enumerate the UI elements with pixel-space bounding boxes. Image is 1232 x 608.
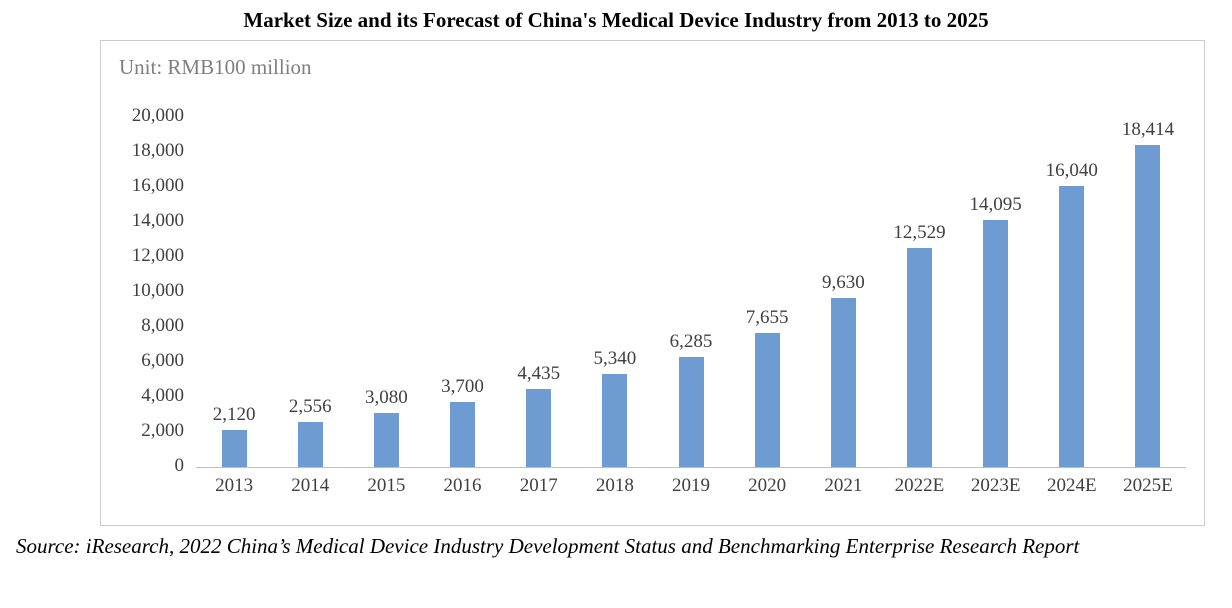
x-axis-labels: 2013 2014 2015 2016 2017 2018 2019 2020 2021 2022…: [196, 475, 1186, 497]
y-axis-tick-label: 0: [174, 455, 185, 476]
source-note: Source: iResearch, 2022 China’s Medical …: [16, 534, 1080, 558]
x-axis-label: 2018: [595, 475, 634, 496]
chart-title: Market Size and its Forecast of China's …: [243, 8, 989, 32]
x-axis-label: 2020: [748, 475, 787, 496]
x-axis-label: 2022E: [894, 475, 945, 496]
bar-group: 2,120: [196, 117, 272, 467]
x-axis-label: 2024E: [1046, 475, 1097, 496]
x-axis-label: 2019: [672, 475, 711, 496]
bar-group: 7,655: [729, 117, 805, 467]
y-axis-tick-label: 20,000: [131, 105, 184, 126]
bar: [526, 389, 552, 467]
x-axis-label: 2016: [443, 475, 482, 496]
bar-value-label: 14,095: [969, 194, 1022, 216]
bar: [983, 220, 1009, 467]
bars-container: 2,120 2,556 3,080 3,700 4,435 5,340 6,285 7,655…: [196, 117, 1186, 467]
x-axis-label: 2015: [367, 475, 406, 496]
bar: [602, 373, 628, 467]
bar-group: 12,529: [881, 117, 957, 467]
x-axis-label: 2025E: [1123, 475, 1173, 496]
bar-group: 14,095: [958, 117, 1034, 467]
bar: [373, 413, 399, 467]
bar-group: 3,700: [424, 117, 500, 467]
y-axis-tick-label: 6,000: [141, 350, 184, 371]
bar-group: 9,630: [805, 117, 881, 467]
bar-group: 3,080: [348, 117, 424, 467]
bar-value-label: 3,700: [441, 376, 484, 398]
x-axis-label: 2021: [824, 475, 863, 496]
x-axis-label: 2017: [519, 475, 558, 496]
y-axis-tick-label: 8,000: [141, 315, 184, 336]
bar: [221, 429, 247, 467]
bar: [297, 422, 323, 467]
bar-value-label: 5,340: [593, 347, 637, 369]
bar-value-label: 12,529: [893, 221, 946, 243]
y-axis-tick-label: 10,000: [131, 280, 184, 301]
bar: [906, 247, 932, 467]
y-axis-tick-label: 12,000: [131, 245, 184, 266]
bar: [450, 402, 476, 467]
bar-value-label: 6,285: [669, 331, 713, 353]
y-axis-tick-label: 4,000: [141, 385, 184, 406]
bar-value-label: 3,080: [365, 387, 408, 409]
bar-value-label: 9,630: [821, 272, 865, 294]
y-axis-tick-label: 18,000: [131, 140, 184, 161]
bar-value-label: 16,040: [1045, 160, 1098, 182]
bar-value-label: 2,120: [212, 403, 256, 425]
chart-plot-box: Unit: RMB100 million 2,120 2,556 3,080 3,70…: [100, 40, 1205, 526]
bar-value-label: 18,414: [1121, 118, 1175, 140]
bar-group: 2,556: [272, 117, 348, 467]
bar-value-label: 2,556: [288, 396, 332, 418]
x-axis-label: 2013: [215, 475, 254, 496]
y-axis-tick-label: 16,000: [131, 175, 184, 196]
bar: [678, 357, 704, 467]
bar-value-label: 7,655: [745, 307, 789, 329]
x-axis-label: 2014: [291, 475, 330, 496]
unit-label: Unit: RMB100 million: [119, 55, 312, 79]
bar-group: 5,340: [577, 117, 653, 467]
bar-value-label: 4,435: [517, 363, 561, 385]
bar: [754, 333, 780, 467]
bar-group: 16,040: [1034, 117, 1110, 467]
bar: [830, 298, 856, 467]
y-axis-tick-label: 14,000: [131, 210, 184, 231]
bar-group: 6,285: [653, 117, 729, 467]
y-axis-tick-label: 2,000: [141, 420, 184, 441]
plot-area: 2,120 2,556 3,080 3,700 4,435 5,340 6,285 7,655…: [132, 105, 1186, 476]
bar: [1059, 186, 1085, 467]
bar-group: 4,435: [501, 117, 577, 467]
bar: [1135, 144, 1161, 467]
bar-group: 18,414: [1110, 117, 1186, 467]
x-axis-label: 2023E: [970, 475, 1021, 496]
